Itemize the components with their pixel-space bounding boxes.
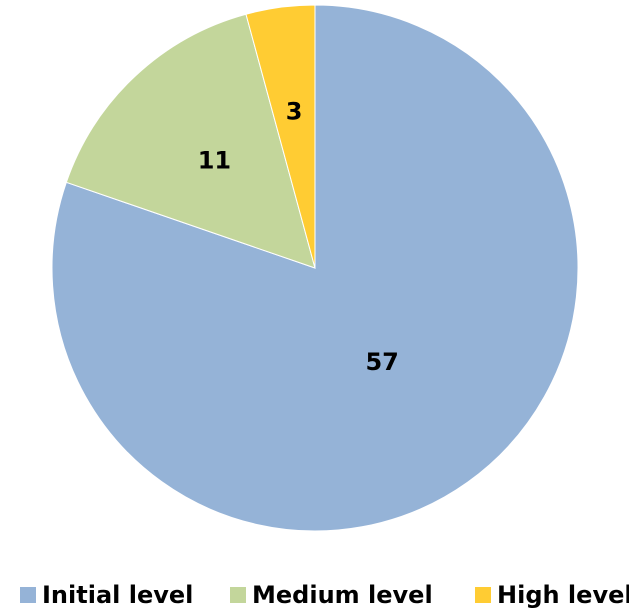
pie-slice-medium-level bbox=[65, 13, 316, 269]
legend-swatch-high-level bbox=[475, 587, 491, 603]
legend-item-initial-level: Initial level bbox=[20, 580, 193, 610]
legend-swatch-medium-level bbox=[230, 587, 246, 603]
legend-label-initial-level: Initial level bbox=[42, 581, 194, 609]
data-label-medium-level: 11 bbox=[198, 147, 231, 175]
legend-item-medium-level: Medium level bbox=[230, 580, 433, 610]
data-label-initial-level: 57 bbox=[365, 348, 398, 376]
chart-legend: Initial level Medium level High level bbox=[20, 580, 629, 610]
legend-label-medium-level: Medium level bbox=[252, 581, 433, 609]
legend-swatch-initial-level bbox=[20, 587, 36, 603]
pie-data-labels: 57 11 3 bbox=[198, 98, 399, 377]
pie-slices bbox=[51, 4, 579, 532]
data-label-high-level: 3 bbox=[286, 98, 303, 126]
pie-slice-high-level bbox=[245, 4, 316, 269]
legend-item-high-level: High level bbox=[475, 580, 629, 610]
legend-label-high-level: High level bbox=[497, 581, 629, 609]
